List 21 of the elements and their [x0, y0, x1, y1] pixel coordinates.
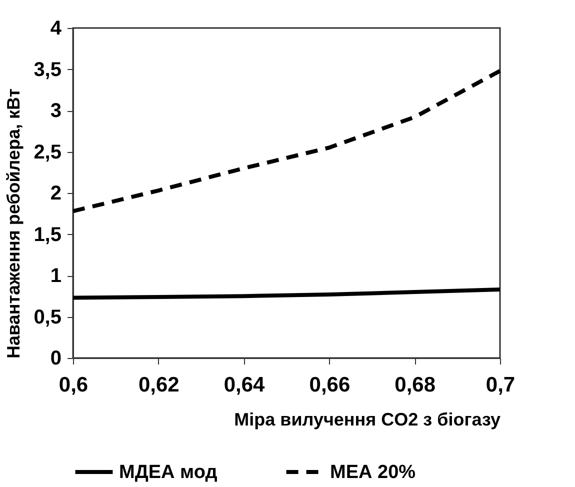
- y-tick-label: 1,5: [34, 224, 62, 246]
- legend-label: МДЕА мод: [119, 462, 218, 483]
- y-tick-label: 2: [50, 182, 62, 204]
- x-tick-label: 0,64: [224, 374, 266, 396]
- x-tick-label: 0,62: [138, 374, 180, 396]
- y-tick-label: 2,5: [34, 141, 62, 164]
- x-axis-title: Міра вилучення CO2 з біогазу: [234, 410, 500, 430]
- y-tick-label: 3: [50, 100, 62, 122]
- x-tick-label: 0,6: [58, 374, 88, 396]
- legend-label: МЕА 20%: [330, 462, 416, 483]
- y-tick-label: 0: [50, 348, 62, 370]
- y-tick-label: 1: [50, 265, 62, 287]
- y-tick-label: 3,5: [34, 58, 62, 81]
- y-axis-title: Навантаження ребойлера, кВт: [4, 88, 24, 358]
- x-tick-label: 0,66: [309, 374, 350, 396]
- line-series: [71, 288, 502, 300]
- x-tick-label: 0,7: [486, 374, 516, 396]
- x-tick-label: 0,68: [394, 374, 436, 396]
- line-series: [71, 68, 502, 214]
- y-tick-label: 0,5: [34, 306, 62, 328]
- y-tick-label: 4: [50, 18, 62, 40]
